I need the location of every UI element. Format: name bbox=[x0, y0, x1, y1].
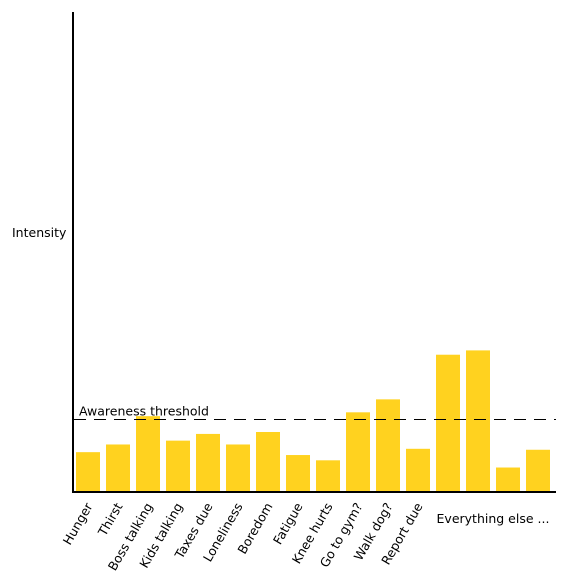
bar bbox=[346, 412, 370, 492]
bar bbox=[106, 444, 130, 492]
bars-group bbox=[76, 350, 550, 492]
bar bbox=[496, 467, 520, 492]
bar bbox=[376, 399, 400, 492]
y-axis-label: Intensity bbox=[12, 225, 67, 240]
bar bbox=[256, 432, 280, 492]
x-tick-label: Hunger bbox=[60, 499, 96, 547]
bar bbox=[166, 440, 190, 492]
bar bbox=[466, 350, 490, 492]
bar bbox=[526, 449, 550, 492]
bar bbox=[196, 433, 220, 492]
bar bbox=[136, 416, 160, 492]
bar bbox=[286, 455, 310, 492]
x-tick-label: Thirst bbox=[94, 500, 125, 539]
bar bbox=[406, 448, 430, 492]
bar bbox=[226, 444, 250, 492]
bar bbox=[76, 452, 100, 492]
group-label: Everything else ... bbox=[437, 511, 550, 526]
awareness-threshold-label: Awareness threshold bbox=[79, 404, 209, 419]
bar bbox=[436, 354, 460, 492]
bar bbox=[316, 460, 340, 492]
